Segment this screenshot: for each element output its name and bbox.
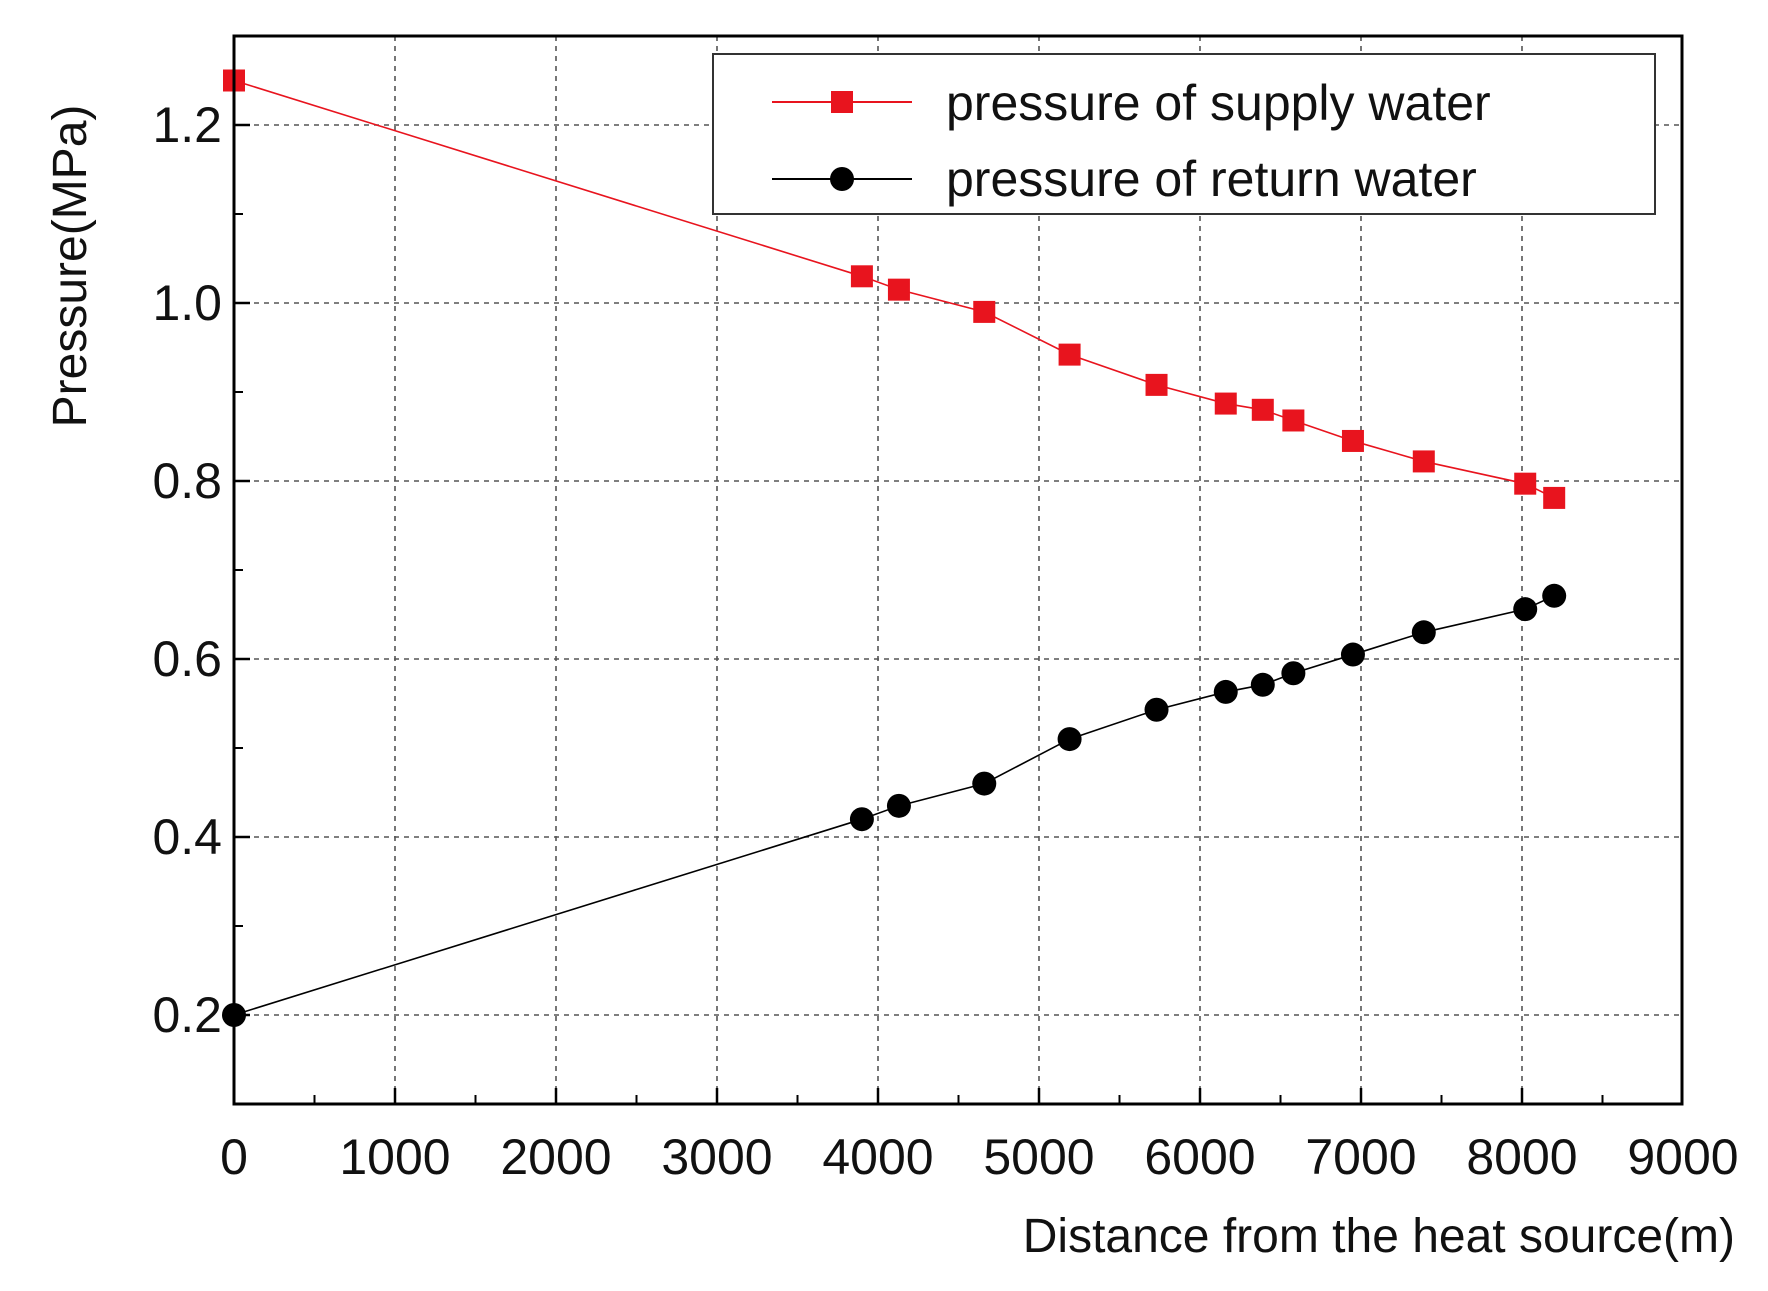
supply-water-point — [1251, 398, 1274, 421]
x-tick-label: 8000 — [1466, 1129, 1577, 1185]
return-water-point — [1250, 672, 1275, 697]
return-water-point — [1281, 661, 1306, 686]
plot-area-frame — [232, 34, 1684, 1106]
supply-water-point — [1412, 450, 1435, 473]
y-tick-label: 0.6 — [152, 631, 222, 687]
x-axis-title: Distance from the heat source(m) — [1023, 1210, 1735, 1263]
y-tick-label: 1.2 — [152, 97, 222, 153]
x-tick-label: 5000 — [983, 1129, 1094, 1185]
x-tick-label: 1000 — [339, 1129, 450, 1185]
legend-return-marker — [830, 167, 854, 191]
return-water-point — [1411, 620, 1436, 645]
y-tick-label: 1.0 — [152, 275, 222, 331]
x-tick-label: 2000 — [500, 1129, 611, 1185]
supply-water-point — [1514, 472, 1537, 495]
return-water-point — [972, 771, 997, 796]
return-water-point — [1513, 597, 1538, 622]
supply-water-point — [1214, 392, 1237, 415]
return-water-point — [1340, 642, 1365, 667]
y-tick-label: 0.4 — [152, 809, 222, 865]
legend-return-label: pressure of return water — [946, 151, 1477, 207]
x-tick-label: 9000 — [1627, 1129, 1738, 1185]
x-tick-label: 3000 — [661, 1129, 772, 1185]
supply-water-point — [1145, 373, 1168, 396]
y-tick-label: 0.8 — [152, 453, 222, 509]
y-axis-title: Pressure(MPa) — [44, 105, 97, 428]
supply-water-point — [973, 300, 996, 323]
return-water-point — [1144, 697, 1169, 722]
legend-supply-label: pressure of supply water — [946, 75, 1491, 131]
y-tick-label: 0.2 — [152, 987, 222, 1043]
return-water-point — [886, 793, 911, 818]
grid-layer — [234, 36, 1682, 1104]
legend-supply-marker — [831, 91, 853, 113]
return-water-point — [1057, 727, 1082, 752]
x-tick-label: 6000 — [1144, 1129, 1255, 1185]
x-tick-label: 4000 — [822, 1129, 933, 1185]
x-tick-label: 7000 — [1305, 1129, 1416, 1185]
return-water-point — [1213, 679, 1238, 704]
supply-water-point — [850, 265, 873, 288]
supply-water-point — [887, 278, 910, 301]
supply-water-point — [1058, 343, 1081, 366]
supply-water-point — [1543, 486, 1566, 509]
legend-box — [712, 53, 1656, 215]
x-tick-label: 0 — [220, 1129, 248, 1185]
legend: pressure of supply water pressure of ret… — [712, 53, 1656, 215]
supply-water-point — [1282, 409, 1305, 432]
return-water-point — [1542, 583, 1567, 608]
tick-labels-layer: 0 1000 2000 3000 4000 5000 6000 7000 8000 9000 0.2… — [152, 97, 1738, 1185]
return-water-point — [849, 807, 874, 832]
supply-water-point — [1341, 429, 1364, 452]
series-layer — [222, 69, 1567, 1027]
